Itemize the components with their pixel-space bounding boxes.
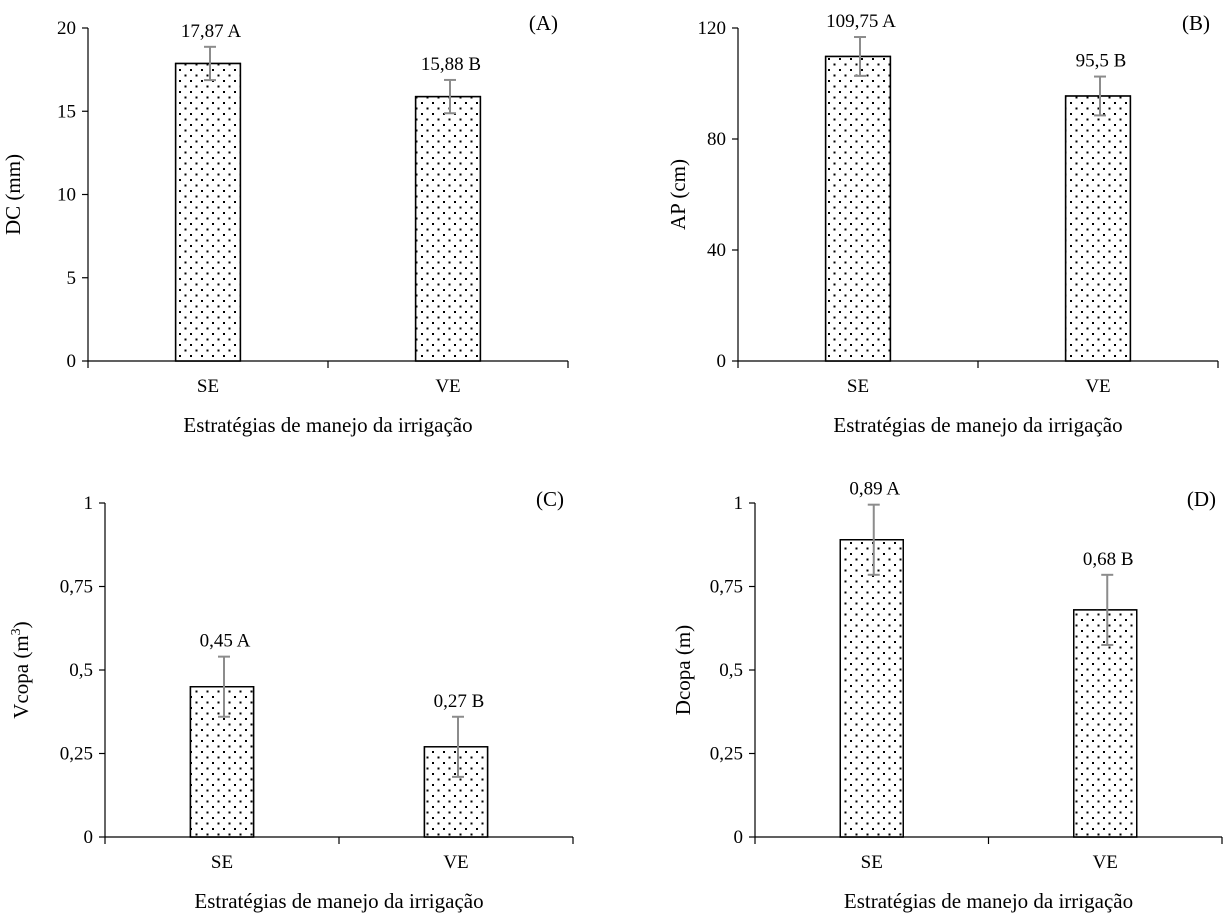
y-tick-label: 0,5	[719, 660, 743, 681]
y-tick-label: 20	[57, 18, 76, 39]
data-label: 95,5 B	[1076, 51, 1127, 72]
chart-panel-c: 0 0,25 0,5 0,75 1 0,45 A SE 0,27 B VE Estratégias…	[9, 487, 574, 913]
x-tick-label: VE	[1093, 852, 1118, 873]
bar-ve	[1064, 95, 1132, 362]
y-tick-label: 120	[698, 18, 727, 39]
chart-panel-a: 0 5 10 15 20 17,87 A SE 15,88 B VE Estratégias de…	[1, 11, 569, 437]
panel-label: (C)	[536, 487, 564, 511]
x-tick-label: VE	[1085, 376, 1110, 397]
x-tick-label: VE	[435, 376, 460, 397]
y-tick-label: 1	[734, 493, 744, 514]
bar-ve	[414, 95, 482, 362]
y-tick-label: 0	[734, 827, 744, 848]
y-tick-label: 15	[57, 101, 76, 122]
bar-ve	[423, 746, 489, 838]
y-tick-label: 0	[67, 351, 77, 372]
chart-panel-d: 0 0,25 0,5 0,75 1 0,89 A SE 0,68 B VE Estratégias…	[671, 479, 1223, 913]
y-axis-title: Dcopa (m)	[671, 625, 695, 715]
panel-label: (B)	[1182, 11, 1210, 35]
y-tick-label: 5	[67, 268, 77, 289]
data-label: 0,27 B	[434, 691, 485, 712]
x-axis-title: Estratégias de manejo da irrigação	[844, 889, 1133, 913]
x-tick-label: SE	[861, 852, 883, 873]
x-tick-label: SE	[197, 376, 219, 397]
data-label: 0,68 B	[1083, 549, 1134, 570]
data-label: 15,88 B	[421, 54, 481, 75]
data-label: 0,89 A	[849, 479, 900, 500]
y-axis-title: AP (cm)	[666, 159, 690, 230]
x-tick-label: SE	[211, 852, 233, 873]
x-axis-title: Estratégias de manejo da irrigação	[833, 413, 1122, 437]
bar-se	[824, 55, 892, 362]
x-tick-label: SE	[847, 376, 869, 397]
y-tick-label: 0	[717, 351, 727, 372]
bar-se	[189, 686, 255, 838]
y-tick-label: 1	[84, 493, 94, 514]
x-tick-label: VE	[443, 852, 468, 873]
bar-se	[174, 62, 242, 362]
bar-ve	[1073, 609, 1138, 838]
bar-se	[839, 539, 904, 838]
x-axis-title: Estratégias de manejo da irrigação	[194, 889, 483, 913]
y-tick-label: 80	[707, 129, 726, 150]
panel-label: (A)	[529, 11, 558, 35]
y-tick-label: 0,25	[710, 744, 743, 765]
y-axis-title: Vcopa (m3)	[9, 621, 33, 718]
y-tick-label: 0,25	[60, 744, 93, 765]
y-tick-label: 0	[84, 827, 94, 848]
y-tick-label: 0,5	[69, 660, 93, 681]
panel-label: (D)	[1187, 487, 1216, 511]
chart-panel-b: 0 40 80 120 109,75 A SE 95,5 B VE Estratégias de…	[666, 11, 1219, 437]
y-tick-label: 0,75	[60, 577, 93, 598]
data-label: 17,87 A	[181, 21, 241, 42]
y-tick-label: 10	[57, 185, 76, 206]
y-tick-label: 0,75	[710, 577, 743, 598]
data-label: 0,45 A	[200, 631, 251, 652]
data-label: 109,75 A	[826, 11, 896, 32]
y-axis-title: DC (mm)	[1, 154, 25, 235]
x-axis-title: Estratégias de manejo da irrigação	[183, 413, 472, 437]
y-tick-label: 40	[707, 240, 726, 261]
